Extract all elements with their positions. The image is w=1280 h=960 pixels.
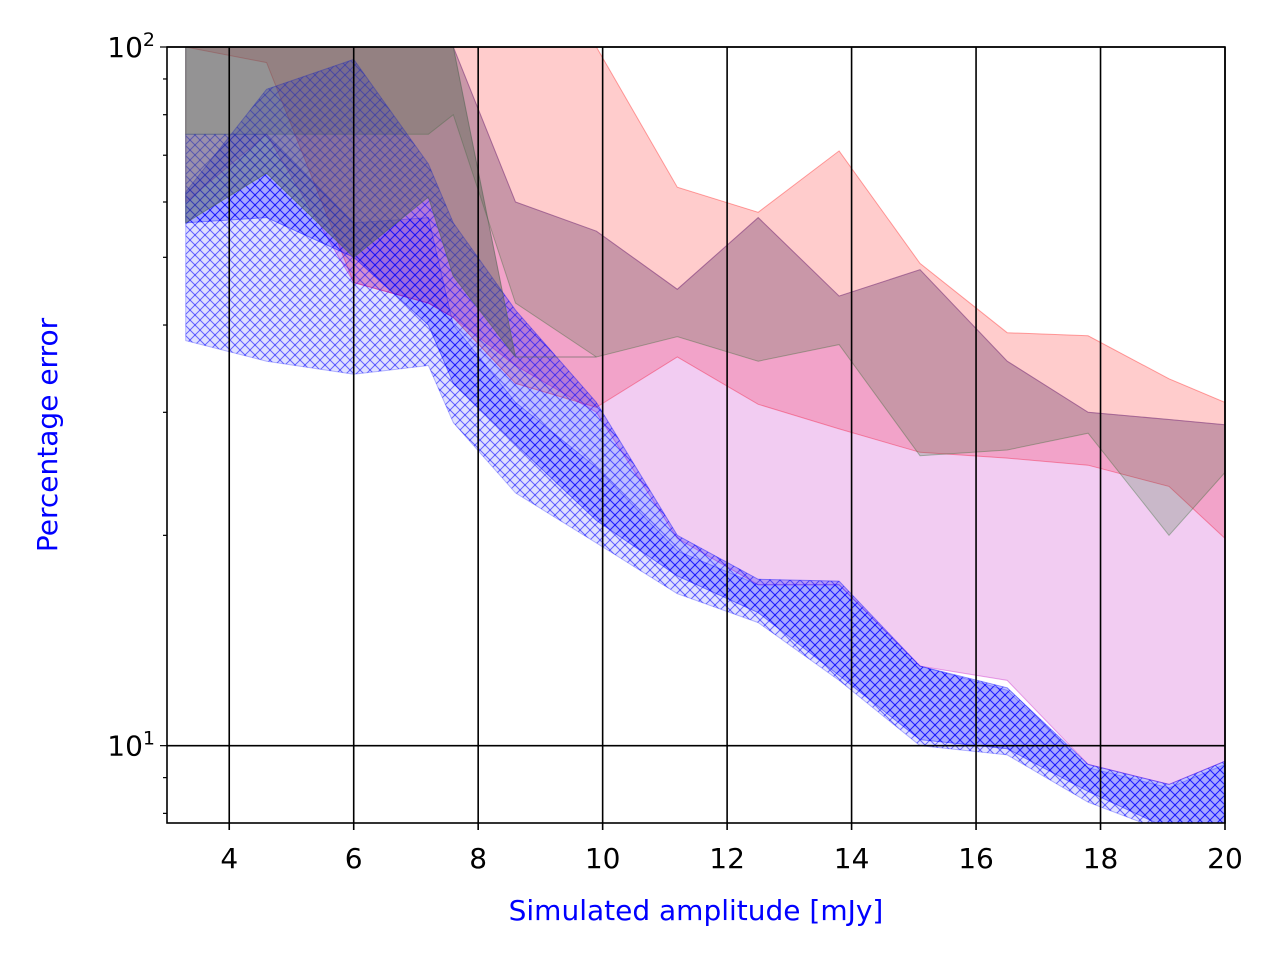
x-tick-label: 12 [709, 842, 745, 875]
y-tick-label: 101 [107, 728, 155, 763]
y-axis-title: Percentage error [31, 317, 64, 552]
plot-frame [166, 46, 1226, 824]
band-green-band [185, 47, 1225, 537]
x-axis-ticks: 4 6 8 10 12 14 16 18 20 [220, 823, 1243, 875]
x-tick-label: 4 [220, 842, 238, 875]
band-hatch-4 [185, 134, 1225, 823]
x-tick-label: 14 [834, 842, 870, 875]
y-axis-ticks: 101 102 [107, 29, 167, 814]
x-axis-title: Simulated amplitude [mJy] [509, 894, 884, 927]
x-tick-label: 10 [585, 842, 621, 875]
band-grey-band [185, 47, 597, 358]
x-tick-label: 16 [958, 842, 994, 875]
x-tick-label: 8 [469, 842, 487, 875]
data-bands [185, 47, 1225, 823]
x-tick-label: 6 [345, 842, 363, 875]
x-tick-label: 20 [1207, 842, 1243, 875]
x-tick-label: 18 [1083, 842, 1119, 875]
y-tick-label: 102 [107, 29, 155, 64]
